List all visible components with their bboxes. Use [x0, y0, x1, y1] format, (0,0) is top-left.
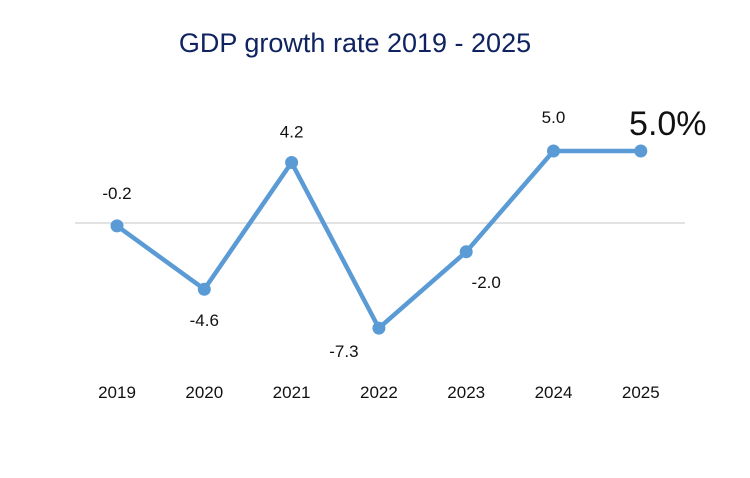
x-tick-label: 2019: [98, 383, 136, 402]
x-tick-label: 2025: [622, 383, 660, 402]
chart-title: GDP growth rate 2019 - 2025: [178, 28, 532, 58]
data-label: -0.2: [102, 184, 131, 203]
data-point: [110, 219, 124, 233]
data-point: [547, 144, 560, 158]
data-point: [197, 282, 211, 296]
x-tick-label: 2021: [273, 383, 311, 402]
series-line: [115, 148, 641, 331]
data-point: [634, 144, 648, 158]
data-point: [459, 245, 473, 259]
data-label: -4.6: [190, 311, 219, 330]
data-label: -7.3: [329, 342, 358, 361]
data-point: [372, 321, 386, 335]
data-label: 5.0: [542, 108, 566, 127]
data-label: 4.2: [280, 123, 304, 142]
x-tick-label: 2024: [535, 383, 573, 402]
x-tick-label: 2023: [447, 383, 485, 402]
x-tick-label: 2022: [360, 383, 398, 402]
data-label: -2.0: [472, 273, 501, 292]
data-label: 5.0%: [629, 105, 707, 143]
x-tick-label: 2020: [185, 383, 223, 402]
data-point: [285, 156, 299, 170]
